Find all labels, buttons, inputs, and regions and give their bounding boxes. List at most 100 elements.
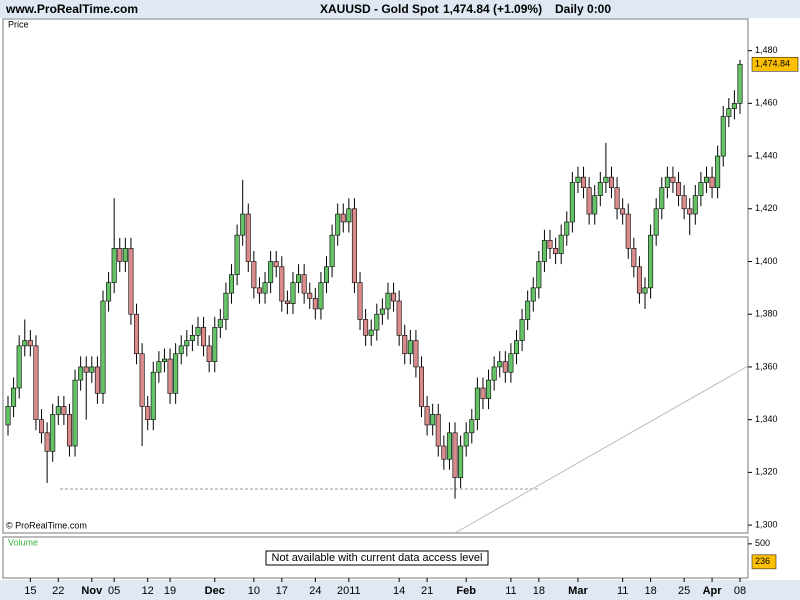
candle-body bbox=[296, 274, 302, 283]
x-tick-label: 12 bbox=[142, 585, 154, 597]
y-tick-label: 1,320 bbox=[755, 467, 778, 477]
candle-body bbox=[106, 282, 112, 302]
candle-body bbox=[55, 406, 61, 415]
candle-body bbox=[111, 248, 117, 283]
candle-body bbox=[161, 358, 167, 362]
candle-body bbox=[731, 103, 737, 109]
candle-body bbox=[491, 366, 497, 381]
candle-body bbox=[184, 340, 190, 347]
candle-body bbox=[318, 282, 324, 310]
candle-body bbox=[351, 208, 357, 283]
candle-body bbox=[307, 292, 313, 299]
candle-body bbox=[312, 298, 318, 310]
x-tick-label: 18 bbox=[533, 585, 545, 597]
candle-body bbox=[536, 261, 542, 289]
candle-body bbox=[642, 287, 648, 294]
candle-body bbox=[581, 176, 587, 188]
x-tick-label: 14 bbox=[393, 585, 405, 597]
candle-body bbox=[44, 432, 50, 452]
candle-body bbox=[709, 176, 715, 188]
candle-body bbox=[234, 234, 240, 275]
candle-body bbox=[256, 287, 262, 294]
candle-body bbox=[558, 234, 564, 254]
candle-body bbox=[78, 366, 84, 381]
candle-body bbox=[670, 176, 676, 183]
candle-body bbox=[418, 366, 424, 407]
x-tick-label: Mar bbox=[568, 585, 588, 597]
candle-body bbox=[703, 176, 709, 183]
x-tick-label: 10 bbox=[248, 585, 260, 597]
y-tick-label: 1,300 bbox=[755, 519, 778, 529]
candle-body bbox=[340, 213, 346, 223]
candle-body bbox=[452, 432, 458, 478]
candle-body bbox=[402, 335, 408, 355]
candle-body bbox=[122, 248, 128, 262]
candle-body bbox=[66, 414, 72, 447]
candle-body bbox=[486, 379, 492, 399]
candle-body bbox=[245, 213, 251, 262]
volume-label: Volume bbox=[8, 537, 38, 547]
candle-body bbox=[173, 353, 179, 394]
candle-body bbox=[391, 292, 397, 302]
candle-body bbox=[592, 195, 598, 215]
candle-body bbox=[178, 345, 184, 355]
candle-body bbox=[692, 195, 698, 215]
y-tick-label: 1,340 bbox=[755, 414, 778, 424]
candle-body bbox=[100, 300, 106, 394]
candle-body bbox=[441, 445, 447, 460]
candle-body bbox=[474, 387, 480, 420]
candle-body bbox=[273, 261, 279, 268]
x-tick-label: 18 bbox=[644, 585, 656, 597]
candle-body bbox=[502, 361, 508, 373]
candle-body bbox=[346, 208, 352, 223]
candle-body bbox=[117, 248, 123, 262]
candle-body bbox=[726, 108, 732, 117]
drawn-trend-line bbox=[454, 365, 749, 534]
candle-body bbox=[508, 353, 514, 373]
candle-body bbox=[61, 406, 67, 415]
x-tick-label: 22 bbox=[52, 585, 64, 597]
period: Daily 0:00 bbox=[555, 2, 611, 16]
candle-body bbox=[357, 282, 363, 320]
candle-body bbox=[145, 406, 151, 420]
candle-body bbox=[251, 261, 257, 289]
candle-body bbox=[5, 406, 11, 426]
candle-body bbox=[329, 234, 335, 268]
candle-body bbox=[279, 266, 285, 302]
candle-body bbox=[497, 361, 503, 368]
candle-body bbox=[134, 313, 140, 355]
candle-body bbox=[681, 195, 687, 210]
candle-body bbox=[625, 213, 631, 249]
volume-message: Not available with current data access l… bbox=[272, 552, 483, 564]
candle-body bbox=[541, 240, 547, 262]
candle-body bbox=[167, 358, 173, 394]
candle-body bbox=[530, 287, 536, 302]
x-tick-label: 24 bbox=[309, 585, 321, 597]
candle-body bbox=[614, 187, 620, 210]
candle-body bbox=[324, 266, 330, 283]
candle-body bbox=[698, 182, 704, 196]
candle-body bbox=[374, 313, 380, 331]
candle-body bbox=[424, 406, 430, 426]
y-tick-label: 1,380 bbox=[755, 309, 778, 319]
candle-body bbox=[469, 419, 475, 434]
candle-body bbox=[636, 266, 642, 294]
candle-body bbox=[212, 327, 218, 362]
candle-body bbox=[262, 282, 268, 294]
candle-body bbox=[575, 176, 581, 183]
x-tick-label: 05 bbox=[108, 585, 120, 597]
candle-body bbox=[463, 432, 469, 447]
candle-body bbox=[519, 319, 525, 341]
candle-body bbox=[11, 387, 17, 407]
candle-body bbox=[413, 340, 419, 368]
x-tick-label: 11 bbox=[505, 585, 516, 597]
x-tick-label: 2011 bbox=[337, 585, 361, 597]
candle-body bbox=[430, 414, 436, 426]
candle-body bbox=[240, 213, 246, 236]
candle-body bbox=[513, 340, 519, 355]
candle-body bbox=[217, 319, 223, 328]
candle-body bbox=[446, 432, 452, 460]
candle-body bbox=[268, 261, 274, 283]
candle-body bbox=[648, 234, 654, 289]
candle-body bbox=[659, 187, 665, 210]
